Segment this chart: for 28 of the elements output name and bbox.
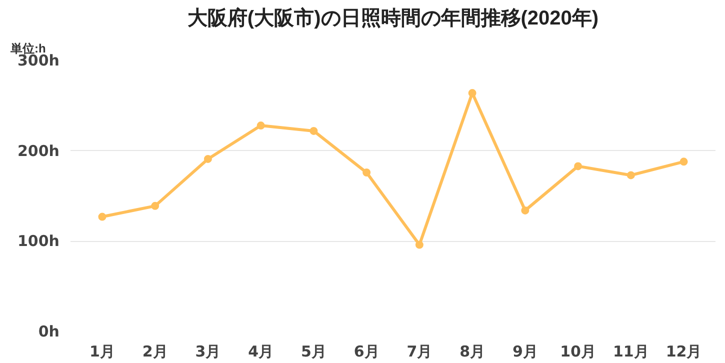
x-tick-label: 10月 [560, 342, 596, 360]
point [98, 212, 106, 221]
point [680, 158, 688, 166]
point [151, 202, 160, 210]
text: 単位:h [10, 42, 46, 56]
y-tick-label: 0h [38, 322, 60, 340]
x-tick-label: 7月 [406, 342, 432, 360]
x-tick-label: 8月 [460, 342, 486, 360]
point [256, 122, 265, 130]
y-tick-label: 200h [18, 142, 60, 160]
x-tick-label: 4月 [248, 342, 274, 360]
y-tick-label: 100h [18, 232, 60, 250]
x-tick-label: 6月 [354, 342, 380, 360]
x-tick-label: 1月 [90, 342, 115, 360]
x-tick-label: 2月 [142, 342, 168, 360]
chart-title: 大阪府(大阪市)の日照時間の年間推移(2020年) [187, 6, 599, 30]
point [574, 162, 582, 170]
x-tick-label: 5月 [300, 342, 326, 360]
point [310, 126, 318, 135]
x-tick-label: 12月 [666, 342, 702, 360]
x-tick-label: 9月 [512, 342, 538, 360]
x-tick-label: 3月 [195, 342, 221, 360]
x-tick-label: 11月 [612, 342, 649, 360]
point [415, 240, 424, 249]
point [521, 206, 530, 214]
point [362, 168, 371, 177]
point [204, 154, 212, 163]
point [626, 171, 635, 180]
